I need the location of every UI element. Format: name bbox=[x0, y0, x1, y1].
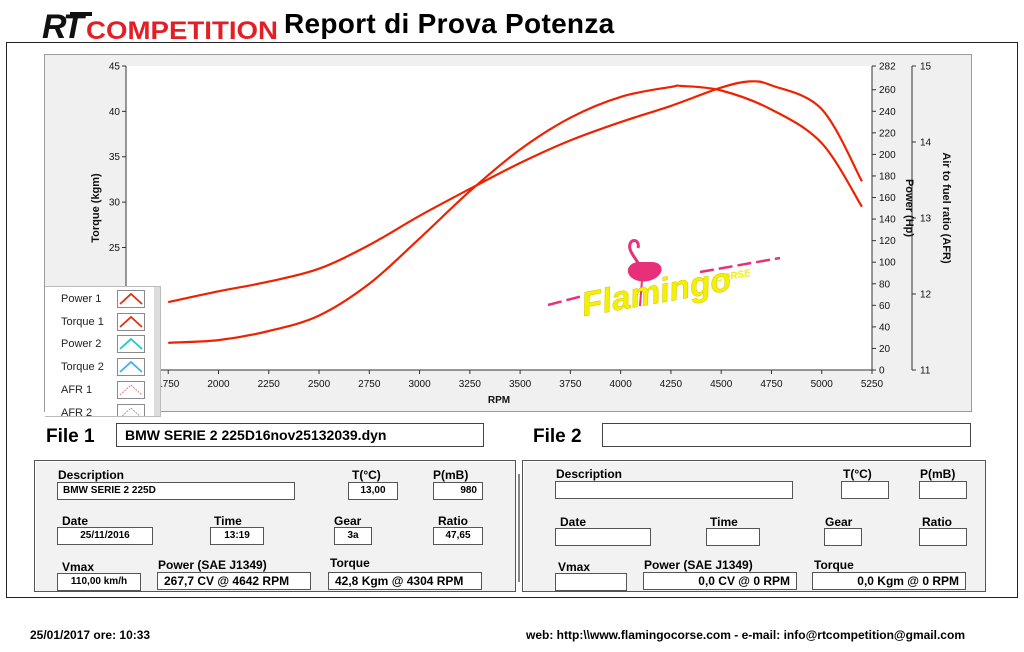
file2-torque-label: Torque bbox=[814, 558, 854, 572]
legend-swatch bbox=[117, 358, 145, 377]
file2-date-field[interactable] bbox=[555, 528, 651, 546]
file2-gear-label: Gear bbox=[825, 515, 853, 529]
file2-time-label: Time bbox=[710, 515, 738, 529]
file1-vmax-field[interactable]: 110,00 km/h bbox=[57, 573, 141, 591]
legend-swatch bbox=[117, 290, 145, 308]
report-timestamp: 25/01/2017 ore: 10:33 bbox=[30, 628, 151, 642]
file1-gear-label: Gear bbox=[334, 514, 362, 528]
file2-power-field[interactable]: 0,0 CV @ 0 RPM bbox=[643, 572, 797, 590]
legend-item-power-1[interactable]: Power 1 bbox=[45, 288, 160, 310]
file2-gear-field[interactable] bbox=[824, 528, 862, 546]
chart-panel bbox=[44, 54, 972, 412]
file1-pressure-field[interactable]: 980 bbox=[433, 482, 483, 500]
legend-item-afr-2[interactable]: AFR 2 bbox=[45, 402, 160, 417]
legend-swatch bbox=[117, 403, 145, 416]
file2-power-label: Power (SAE J1349) bbox=[644, 558, 753, 572]
file1-time-label: Time bbox=[214, 514, 242, 528]
legend-item-label: Power 2 bbox=[61, 338, 102, 351]
file1-name-field[interactable]: BMW SERIE 2 225D16nov25132039.dyn bbox=[116, 423, 484, 447]
file2-pressure-label: P(mB) bbox=[920, 467, 956, 481]
file2-torque-field[interactable]: 0,0 Kgm @ 0 RPM bbox=[812, 572, 966, 590]
rt-competition-logo: RT COMPETITION bbox=[42, 6, 280, 46]
file2-pressure-field[interactable] bbox=[919, 481, 967, 499]
legend-scrollbar[interactable] bbox=[154, 287, 160, 416]
file1-date-field[interactable]: 25/11/2016 bbox=[57, 527, 153, 545]
file1-torque-label: Torque bbox=[330, 556, 370, 570]
file2-ratio-field[interactable] bbox=[919, 528, 967, 546]
legend-item-power-2[interactable]: Power 2 bbox=[45, 333, 160, 355]
file2-ratio-label: Ratio bbox=[922, 515, 952, 529]
file2-time-field[interactable] bbox=[706, 528, 760, 546]
file2-label: File 2 bbox=[533, 426, 582, 447]
file1-power-field[interactable]: 267,7 CV @ 4642 RPM bbox=[157, 572, 311, 590]
file2-temp-field[interactable] bbox=[841, 481, 889, 499]
file2-vmax-label: Vmax bbox=[558, 560, 591, 574]
file2-description-label: Description bbox=[556, 467, 623, 481]
file1-power-label: Power (SAE J1349) bbox=[158, 558, 267, 572]
legend-item-label: Torque 2 bbox=[61, 361, 104, 374]
file1-description-label: Description bbox=[58, 468, 125, 482]
file1-description-field[interactable]: BMW SERIE 2 225D bbox=[57, 482, 295, 500]
file1-temp-label: T(°C) bbox=[352, 468, 381, 482]
legend-item-label: Torque 1 bbox=[61, 315, 104, 328]
legend-item-torque-1[interactable]: Torque 1 bbox=[45, 311, 160, 333]
panel-divider bbox=[518, 474, 520, 582]
file1-ratio-label: Ratio bbox=[438, 514, 468, 528]
legend-item-afr-1[interactable]: AFR 1 bbox=[45, 379, 160, 401]
file2-description-field[interactable] bbox=[555, 481, 793, 499]
file1-gear-field[interactable]: 3a bbox=[334, 527, 372, 545]
file1-time-field[interactable]: 13:19 bbox=[210, 527, 264, 545]
legend-swatch bbox=[117, 312, 145, 331]
legend-item-label: AFR 1 bbox=[61, 383, 93, 396]
file1-date-label: Date bbox=[62, 514, 89, 528]
legend-swatch bbox=[117, 380, 145, 399]
legend-item-label: Power 1 bbox=[61, 293, 102, 305]
file1-ratio-field[interactable]: 47,65 bbox=[433, 527, 483, 545]
file2-temp-label: T(°C) bbox=[843, 467, 872, 481]
file1-label: File 1 bbox=[46, 426, 95, 447]
report-title: Report di Prova Potenza bbox=[284, 8, 615, 39]
file2-date-label: Date bbox=[560, 515, 587, 529]
file2-name-field[interactable] bbox=[602, 423, 971, 447]
file2-vmax-field[interactable] bbox=[555, 573, 627, 591]
chart-legend: Power 1 Torque 1 Power 2 Torque 2 AFR 1 AFR 2 bbox=[45, 286, 161, 417]
file1-pressure-label: P(mB) bbox=[433, 468, 469, 482]
file1-vmax-label: Vmax bbox=[62, 560, 95, 574]
logo-competition-text: COMPETITION bbox=[86, 17, 278, 44]
file1-torque-field[interactable]: 42,8 Kgm @ 4304 RPM bbox=[328, 572, 482, 590]
contact-info: web: http:\\www.flamingocorse.com - e-ma… bbox=[526, 628, 965, 642]
legend-item-label: AFR 2 bbox=[61, 406, 93, 417]
legend-item-torque-2[interactable]: Torque 2 bbox=[45, 356, 160, 378]
legend-swatch bbox=[117, 335, 145, 354]
file1-temp-field[interactable]: 13,00 bbox=[348, 482, 398, 500]
